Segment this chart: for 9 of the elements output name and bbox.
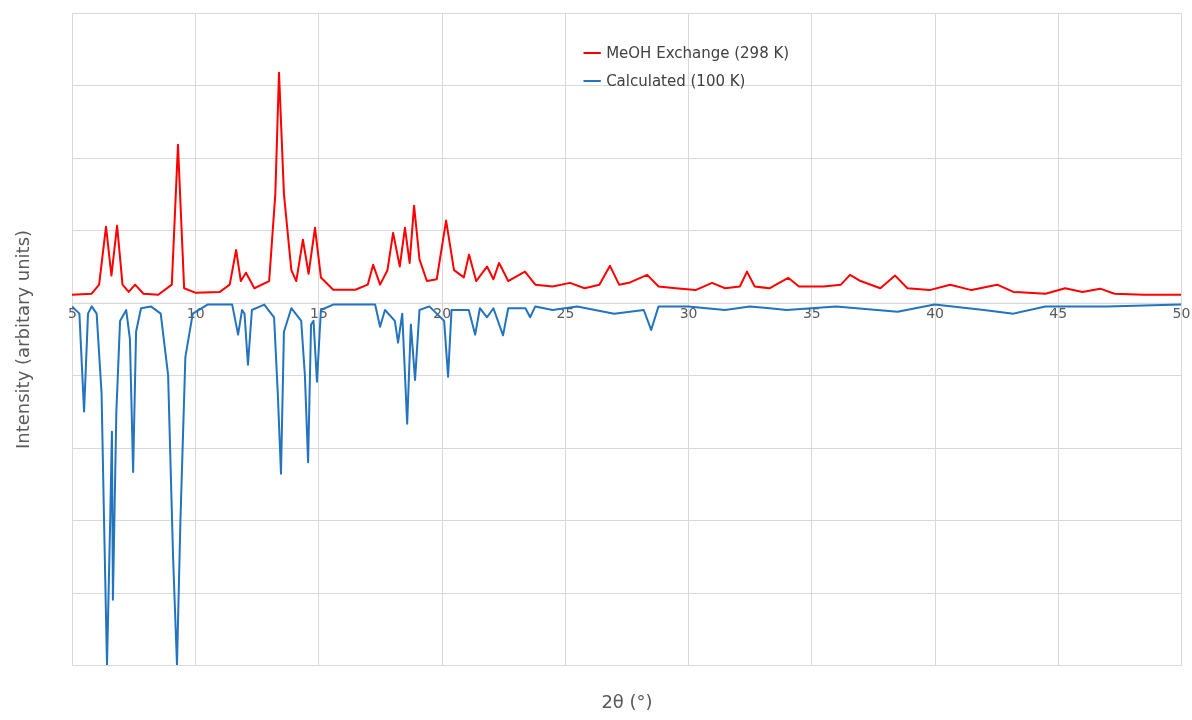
x-axis-title: 2θ (°) [601, 690, 653, 712]
x-tick-label: 30 [679, 305, 698, 322]
x-tick-label: 40 [926, 305, 944, 322]
x-tick-label: 45 [1049, 305, 1068, 322]
legend-label: MeOH Exchange (298 K) [606, 44, 790, 62]
x-tick-label: 50 [1172, 305, 1191, 322]
x-tick-label: 5 [68, 305, 77, 322]
legend-label: Calculated (100 K) [606, 72, 746, 90]
y-axis-title: Intensity (arbitary units) [11, 229, 33, 450]
